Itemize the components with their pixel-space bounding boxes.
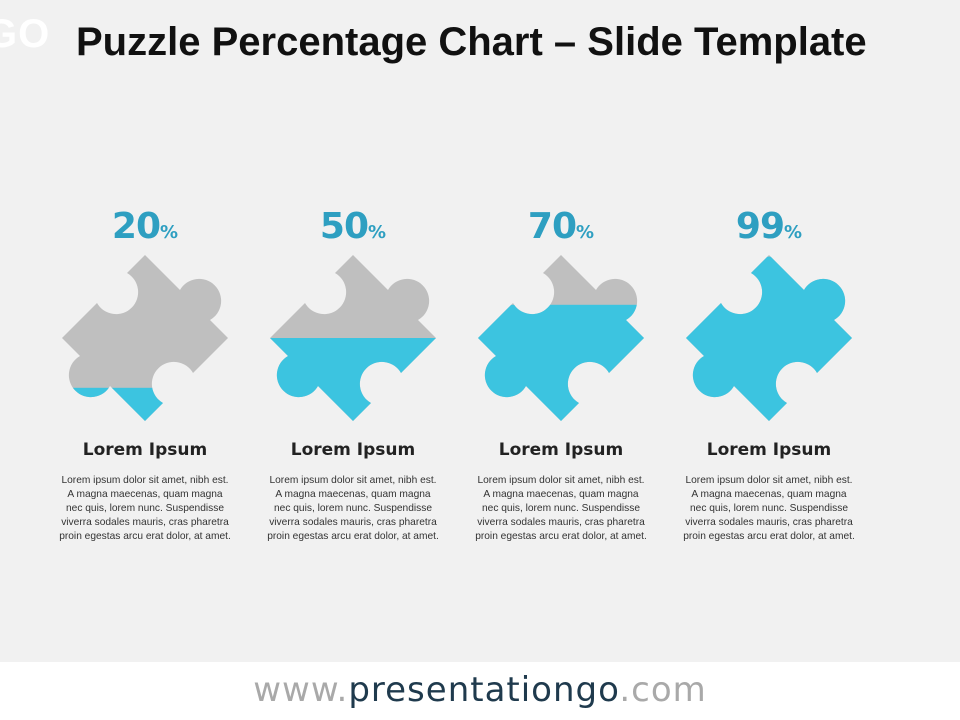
puzzle-piece-icon-4 [684,252,854,422]
slide: GO Puzzle Percentage Chart – Slide Templ… [0,12,874,570]
footer-url-suffix: .com [619,670,707,710]
puzzle-piece-icon-1 [60,252,230,422]
puzzle-piece-icon-3 [476,252,646,422]
puzzle-column-4: 99% Lorem Ipsum Lorem ipsum dolor sit am… [664,200,874,570]
puzzle-column-2: 50% Lorem Ipsum Lorem ipsum dolor sit am… [248,200,458,570]
puzzle-piece-svg [270,255,436,421]
percentage-value-2: 50% [319,206,387,247]
percentage-value-1: 20% [111,206,179,247]
item-heading-4: Lorem Ipsum [706,440,832,460]
item-description-1: Lorem ipsum dolor sit amet, nibh est. A … [59,475,231,542]
logo-mark: GO [0,12,51,56]
footer-url-prefix: www. [253,670,349,710]
puzzle-column-3: 70% Lorem Ipsum Lorem ipsum dolor sit am… [456,200,666,570]
item-description-2: Lorem ipsum dolor sit amet, nibh est. A … [267,475,439,542]
puzzle-piece-svg [62,255,228,421]
item-heading-2: Lorem Ipsum [290,440,416,460]
item-heading-3: Lorem Ipsum [498,440,624,460]
puzzle-piece-svg [686,255,852,421]
footer-url-domain: presentationgo [348,670,620,710]
puzzle-piece-svg [478,255,644,421]
page-title: Puzzle Percentage Chart – Slide Template [76,20,867,64]
item-description-3: Lorem ipsum dolor sit amet, nibh est. A … [475,475,647,542]
item-heading-1: Lorem Ipsum [82,440,208,460]
item-description-4: Lorem ipsum dolor sit amet, nibh est. A … [683,475,855,542]
footer-bar: www.presentationgo.com [0,662,960,720]
puzzle-fill-part [478,304,644,421]
puzzle-fill-part [270,338,436,421]
percentage-value-4: 99% [735,206,803,247]
puzzle-piece-icon-2 [268,252,438,422]
puzzle-fill-part [62,387,228,421]
puzzle-fill-part [686,256,852,421]
puzzle-column-1: 20% Lorem Ipsum Lorem ipsum dolor sit am… [40,200,250,570]
percentage-value-3: 70% [527,206,595,247]
